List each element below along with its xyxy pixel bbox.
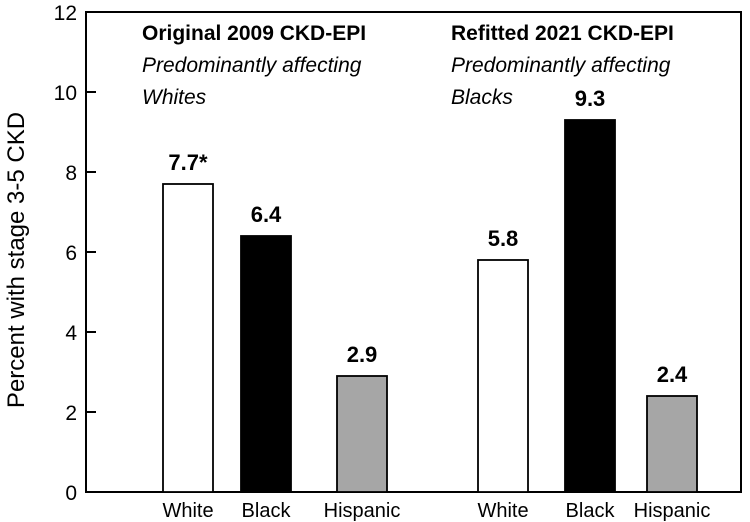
y-tick-label: 8 <box>65 162 77 185</box>
group-subtitle-line: Whites <box>142 86 207 109</box>
bar-white <box>477 259 529 493</box>
bar-value-label: 5.8 <box>488 226 519 251</box>
bars <box>162 119 698 493</box>
y-tick-label: 10 <box>54 82 77 105</box>
y-tick-label: 2 <box>65 402 77 425</box>
group-title: Refitted 2021 CKD-EPI <box>451 22 674 45</box>
bar-value-label: 6.4 <box>251 202 282 227</box>
group-subtitle-line: Predominantly affecting <box>451 54 671 77</box>
category-label: Black <box>242 500 292 522</box>
y-axis-label: Percent with stage 3-5 CKD <box>3 112 30 408</box>
bar-white <box>162 183 214 493</box>
category-label: White <box>162 500 213 522</box>
category-label: Hispanic <box>324 500 401 522</box>
bar-black <box>240 235 292 493</box>
bar-value-label: 2.9 <box>347 342 378 367</box>
y-tick-label: 6 <box>65 242 77 265</box>
bar-value-label: 2.4 <box>657 362 688 387</box>
y-tick-label: 12 <box>54 2 77 25</box>
bar-value-label: 9.3 <box>575 86 606 111</box>
bar-hispanic <box>336 375 388 493</box>
group-subtitle-line: Blacks <box>451 86 513 109</box>
y-tick-label: 0 <box>65 482 77 505</box>
bar-black <box>564 119 616 493</box>
bar-hispanic <box>646 395 698 493</box>
category-label: White <box>477 500 528 522</box>
axes <box>85 11 742 493</box>
group-title: Original 2009 CKD-EPI <box>142 22 366 45</box>
category-label: Hispanic <box>634 500 711 522</box>
category-label: Black <box>566 500 616 522</box>
group-subtitle-line: Predominantly affecting <box>142 54 362 77</box>
y-tick-label: 4 <box>65 322 77 345</box>
bar-value-label: 7.7* <box>168 150 208 175</box>
labels: 0 2 4 6 8 10 12 Percent with stage 3-5 CKD Origi… <box>3 2 710 522</box>
